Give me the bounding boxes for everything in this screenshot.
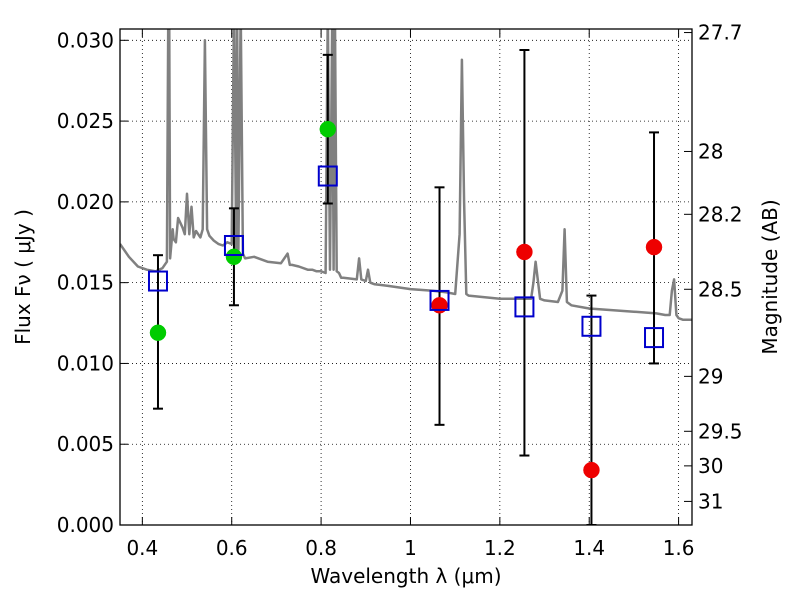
x-tick-label: 0.6	[216, 536, 248, 560]
y-tick-label: 0.025	[57, 109, 114, 133]
photometry-point	[225, 248, 243, 266]
observed-point	[317, 165, 338, 187]
right-tick-label: 27.7	[698, 21, 743, 45]
y-tick-label: 0.010	[57, 351, 114, 375]
spectrum-line	[120, 29, 692, 322]
y-axis-title: Flux Fν ( μJy )	[11, 209, 35, 345]
model-spectrum	[120, 29, 692, 322]
x-axis-title: Wavelength λ (μm)	[310, 564, 501, 588]
right-tick-label: 31	[698, 489, 723, 513]
observed-point	[429, 289, 450, 311]
plot-background	[120, 29, 692, 525]
right-tick-label: 28	[698, 139, 723, 163]
y-tick-label: 0.020	[57, 190, 114, 214]
y-tick-label: 0.000	[57, 513, 114, 537]
axis-ticks: 0.4 0.6 0.8 1 1.2 1.4 1.6 0.000 0.005 0.010 0.015 0…	[57, 21, 743, 560]
observed-point	[223, 234, 244, 256]
right-tick-label: 30	[698, 454, 723, 478]
right-tick-label: 28.5	[698, 277, 743, 301]
x-tick-label: 1.6	[663, 536, 695, 560]
right-axis-title: Magnitude (AB)	[758, 199, 782, 354]
observed-point	[514, 296, 535, 318]
y-tick-label: 0.015	[57, 271, 114, 295]
observed-point	[581, 315, 602, 337]
photometry-point	[583, 461, 600, 479]
observed-point	[147, 270, 168, 292]
photometry-point	[645, 238, 663, 256]
x-tick-label: 1	[404, 536, 417, 560]
right-tick-label: 28.2	[698, 202, 743, 226]
right-tick-label: 29	[698, 364, 723, 388]
y-tick-label: 0.005	[57, 432, 114, 456]
plot-frame	[119, 28, 693, 526]
x-tick-label: 1.4	[573, 536, 605, 560]
x-tick-label: 0.8	[305, 536, 337, 560]
y-tick-label: 0.030	[57, 28, 114, 52]
photometry-point	[319, 120, 337, 138]
x-tick-label: 0.4	[126, 536, 158, 560]
photometry-point	[516, 243, 533, 261]
data-markers	[147, 120, 665, 479]
right-tick-label: 29.5	[698, 419, 743, 443]
photometry-point	[149, 324, 167, 341]
x-tick-label: 1.2	[484, 536, 516, 560]
observed-point	[644, 327, 665, 349]
